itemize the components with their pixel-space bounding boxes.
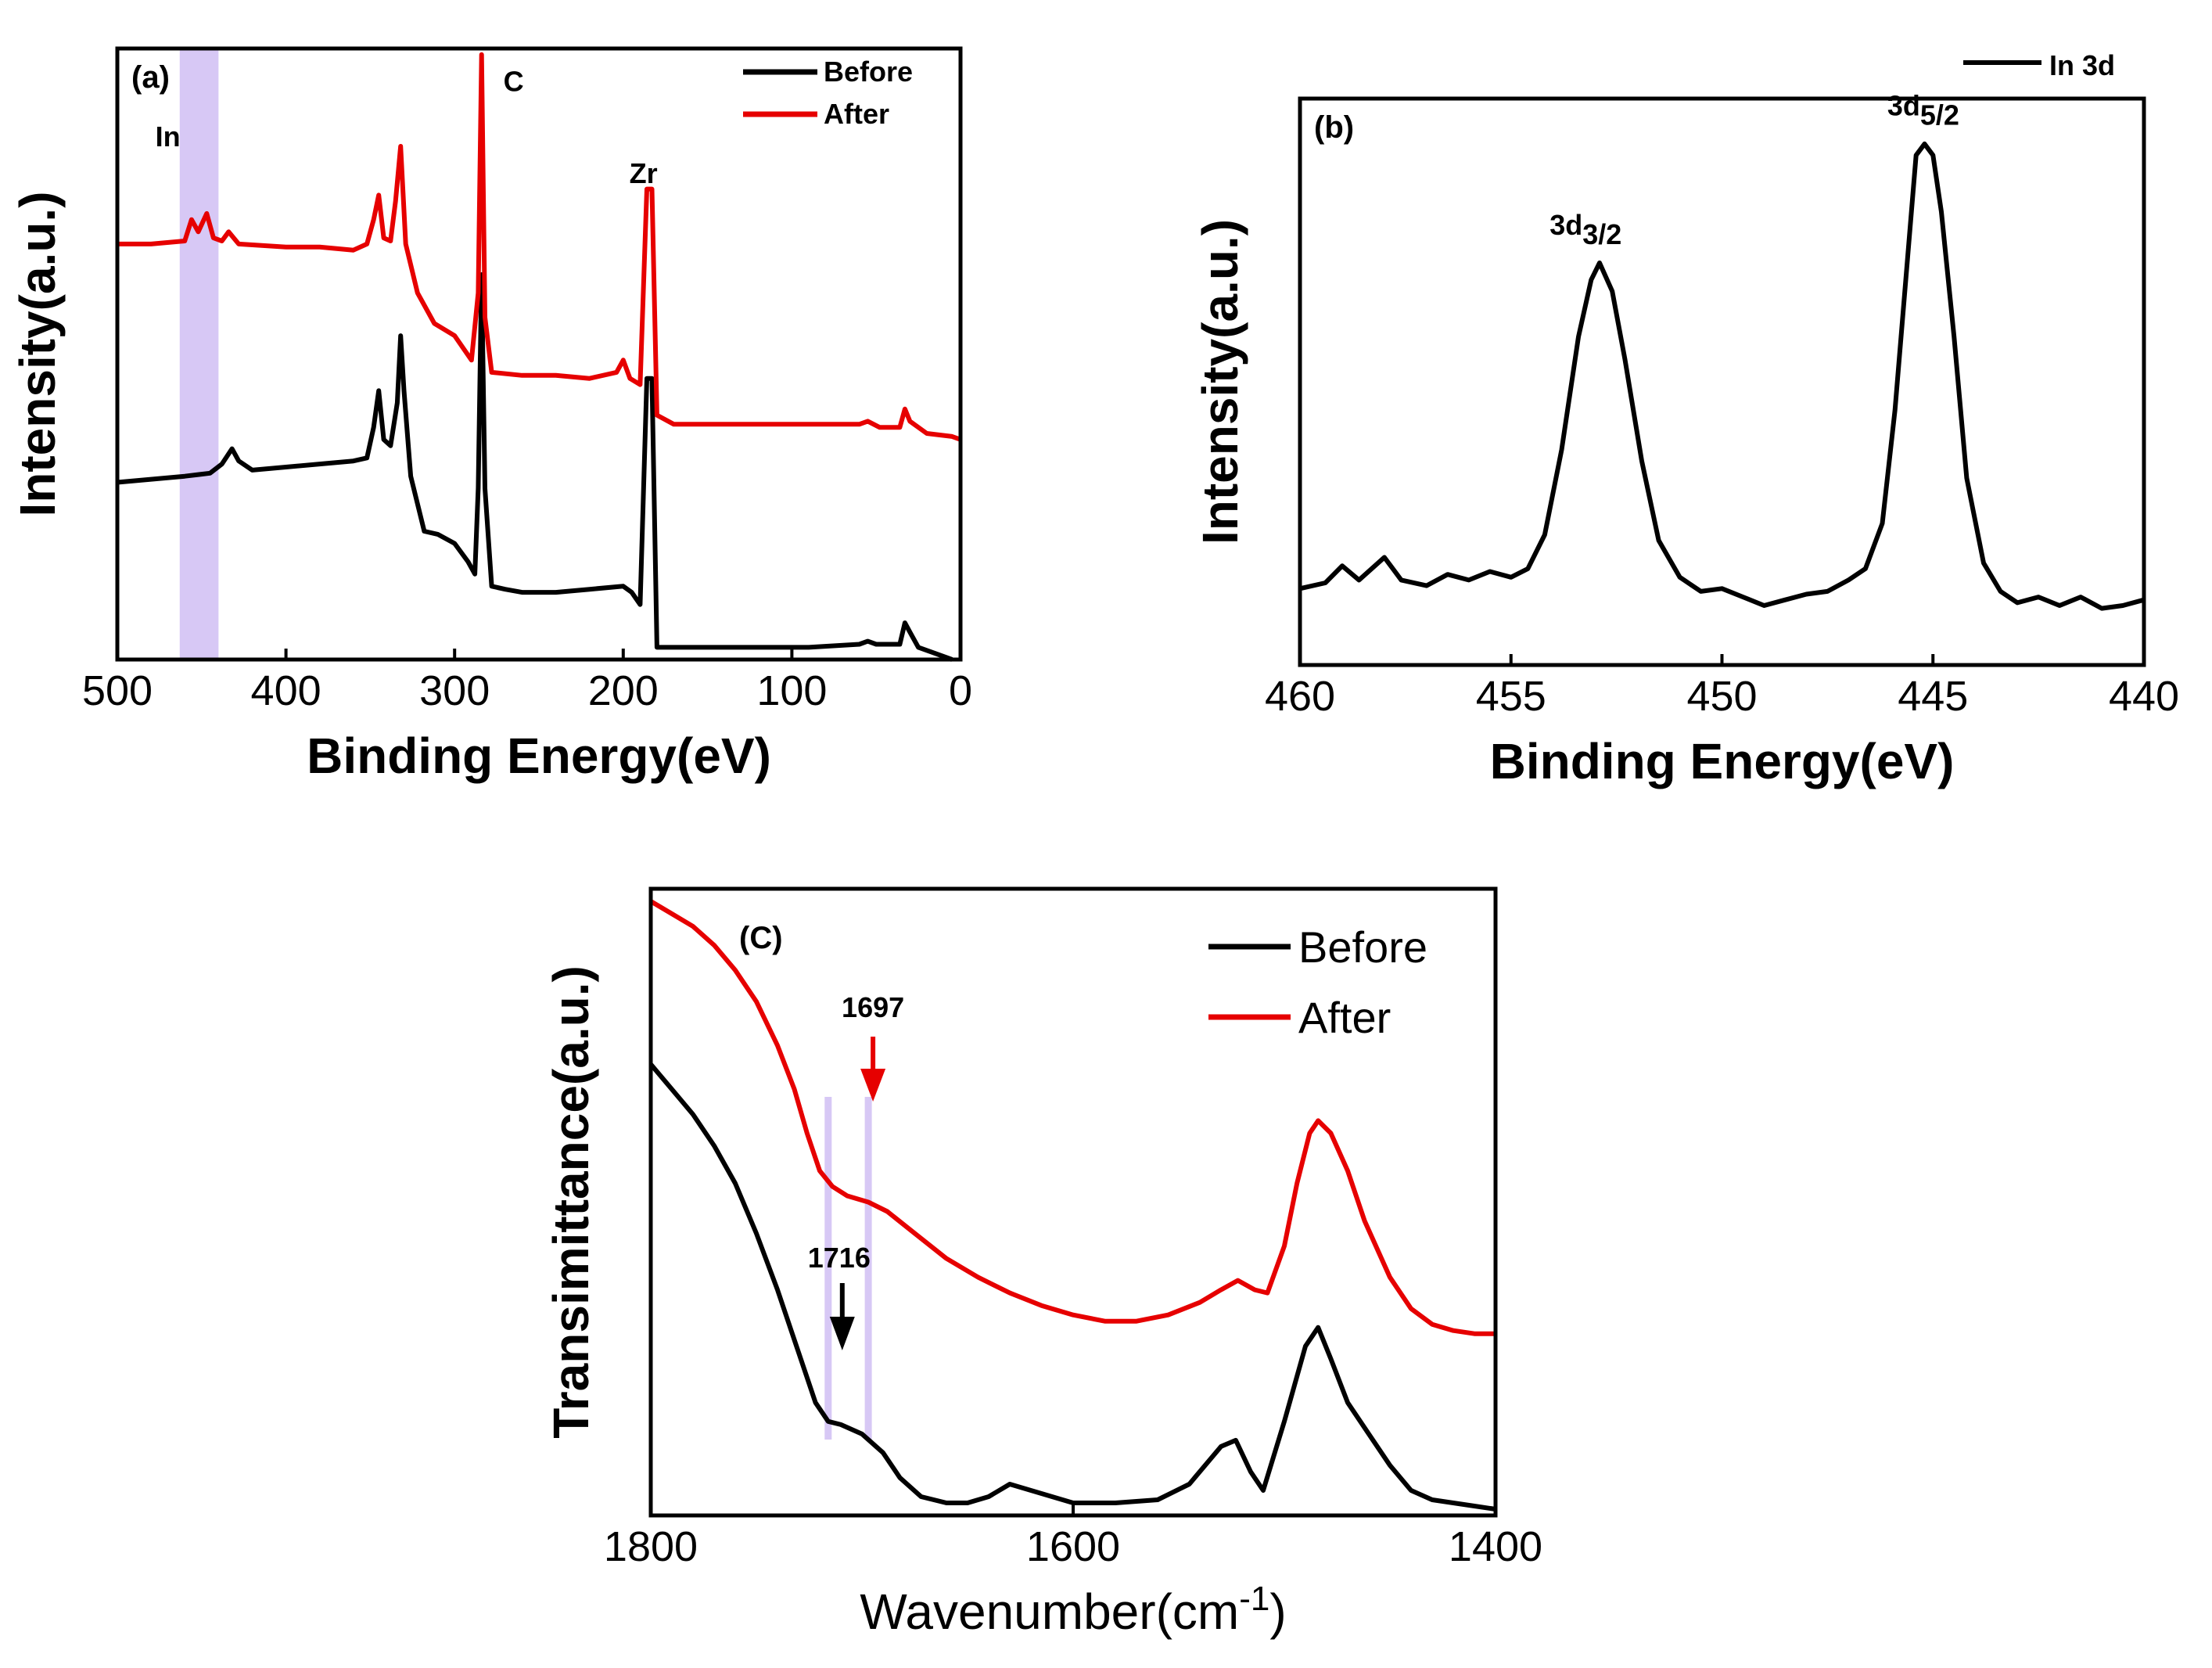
panel-b-label: (b)	[1314, 110, 1354, 145]
panel-c-x-axis-title-close: )	[1269, 1584, 1286, 1640]
panel-b-x-ticks: 460 455 450 445 440	[1265, 654, 2179, 720]
annotation-3d32: 3d3/2	[1549, 209, 1621, 250]
annotation-3d52-base: 3d	[1887, 90, 1920, 122]
highlight-band-in	[179, 49, 219, 660]
x-tick-label: 100	[756, 667, 827, 714]
legend-label-in3d: In 3d	[2049, 49, 2115, 81]
panel-a-series-lines	[117, 52, 962, 662]
x-tick-label: 1400	[1449, 1523, 1542, 1570]
panel-c-x-ticks: 1800 1600 1400	[604, 1504, 1542, 1570]
x-tick-label: 455	[1476, 673, 1546, 720]
x-tick-label: 200	[588, 667, 659, 714]
panel-b-in3d-spectrum: 460 455 450 445 440 (b) Binding Energy(eV) I…	[1192, 49, 2179, 789]
annotation-in: In	[156, 120, 181, 153]
panel-a-x-ticks: 500 400 300 200 100 0	[82, 649, 972, 714]
series-line-after	[117, 52, 962, 442]
panel-c-ftir-spectrum: 1800 1600 1400 (C) Wavenumber(cm-1) Transi…	[543, 886, 1542, 1640]
panel-c-x-axis-title-base: Wavenumber(cm	[860, 1584, 1239, 1640]
panel-a-in-highlight-band	[179, 49, 219, 660]
panel-a-annotations: In C Zr	[156, 66, 658, 189]
x-tick-label: 0	[949, 667, 972, 714]
panel-c-label: (C)	[739, 921, 783, 955]
annotation-3d52-sub: 5/2	[1920, 99, 1959, 131]
panel-a-x-axis-title: Binding Energy(eV)	[307, 728, 771, 784]
panel-b-x-axis-title: Binding Energy(eV)	[1490, 733, 1955, 789]
panel-c-legend: Before After	[1208, 922, 1427, 1042]
x-tick-label: 460	[1265, 673, 1335, 720]
panel-c-highlight-lines	[824, 1097, 872, 1440]
panel-b-legend: In 3d	[1963, 49, 2115, 81]
panel-b-series-lines	[1299, 141, 2145, 611]
annotation-3d32-base: 3d	[1549, 209, 1582, 241]
series-line-in-3d	[1299, 141, 2145, 611]
panel-c-x-axis-title: Wavenumber(cm-1)	[860, 1580, 1286, 1640]
panel-b-y-axis-title: Intensity(a.u.)	[1192, 219, 1248, 545]
x-tick-label: 1800	[604, 1523, 698, 1570]
series-line-before	[117, 272, 953, 662]
panel-c-x-axis-title-sup: -1	[1239, 1580, 1269, 1618]
x-tick-label: 450	[1686, 673, 1757, 720]
arrow-label-1716: 1716	[808, 1242, 871, 1274]
panel-a-label: (a)	[131, 60, 170, 95]
legend-label-before: Before	[1298, 922, 1427, 972]
x-tick-label: 400	[251, 667, 321, 714]
annotation-3d32-sub: 3/2	[1582, 218, 1621, 250]
panel-b-annotations: 3d3/2 3d5/2	[1549, 90, 1959, 250]
x-tick-label: 500	[82, 667, 153, 714]
annotation-zr: Zr	[630, 157, 658, 189]
series-line-before	[648, 1062, 1496, 1512]
panel-c-series-lines	[648, 899, 1496, 1512]
panel-a-xps-survey: 500 400 300 200 100 0 (a) Binding Energy(eV) …	[9, 46, 972, 784]
panel-a-axes-frame	[115, 46, 963, 662]
arrow-label-1697: 1697	[842, 991, 904, 1023]
panel-c-y-axis-title: Transimittance(a.u.)	[543, 965, 599, 1439]
x-tick-label: 1600	[1026, 1523, 1120, 1570]
x-tick-label: 300	[419, 667, 490, 714]
annotation-c: C	[504, 66, 524, 98]
legend-label-after: After	[1298, 993, 1391, 1042]
x-tick-label: 440	[2109, 673, 2179, 720]
panel-a-legend: Before After	[743, 56, 913, 130]
arrowhead-1716	[829, 1317, 855, 1350]
arrowhead-1697	[860, 1069, 886, 1102]
legend-label-before: Before	[824, 56, 913, 88]
legend-label-after: After	[824, 98, 889, 130]
panel-c-peak-arrows: 1697 1716	[808, 991, 904, 1350]
annotation-3d52: 3d5/2	[1887, 90, 1959, 131]
panel-a-y-axis-title: Intensity(a.u.)	[9, 191, 66, 516]
series-line-after	[649, 899, 1496, 1336]
x-tick-label: 445	[1898, 673, 1968, 720]
